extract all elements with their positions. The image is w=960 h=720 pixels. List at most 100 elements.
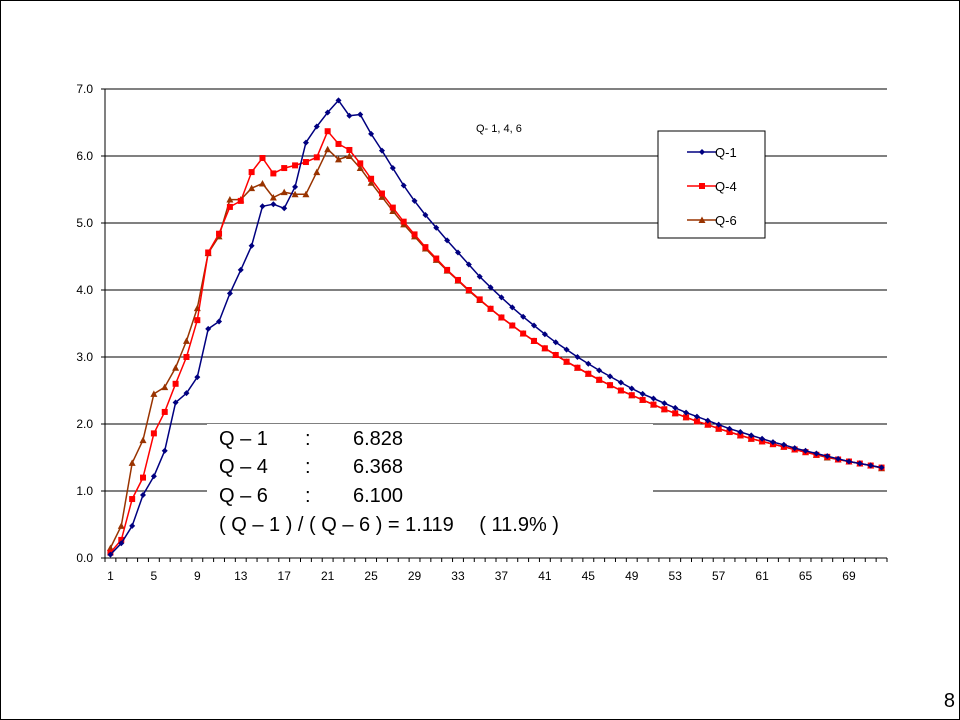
data-point [748,432,755,439]
stat-label: Q – 1 [219,428,268,450]
data-point [194,317,201,324]
data-point [541,331,548,338]
data-point [585,370,592,377]
y-tick-label: 5.0 [76,216,93,230]
data-point [400,218,407,225]
data-point [845,458,852,465]
x-tick-label: 9 [194,569,201,583]
data-point [715,421,722,428]
data-point [552,351,559,358]
data-point [411,197,418,204]
data-point [302,139,309,146]
data-point [302,159,309,166]
stat-colon: : [305,456,311,478]
data-point [389,207,397,214]
data-point [140,474,147,481]
data-point [520,330,527,337]
data-point [226,290,233,297]
data-point [422,211,429,218]
data-point [498,314,505,321]
data-point [531,322,538,329]
data-point [639,390,646,397]
data-point [368,130,375,137]
data-point [237,266,244,273]
data-point [292,162,299,169]
x-tick-label: 37 [495,569,509,583]
data-point [150,430,157,437]
legend-item: Q-6 [687,213,737,228]
data-point [737,429,744,436]
legend: Q-1 Q-4 Q-6 [657,130,766,239]
stat-label: Q – 6 [219,485,268,507]
data-point [324,109,331,116]
data-point [368,175,375,182]
data-point [313,168,321,176]
data-point [683,414,690,421]
data-point [661,406,668,413]
data-point [346,146,353,153]
data-point [704,417,711,424]
stat-value: 6.368 [353,456,404,478]
data-point [824,453,831,460]
x-tick-label: 49 [625,569,639,583]
x-tick-label: 41 [538,569,552,583]
data-point [444,237,451,244]
data-point [878,464,885,471]
stat-label: Q – 4 [219,456,268,478]
data-point [574,354,581,360]
x-tick-label: 65 [799,569,813,583]
legend-item: Q-4 [687,179,737,194]
data-point [161,383,169,391]
data-point [596,376,603,383]
data-point [693,418,700,425]
data-point [367,179,375,186]
data-point [140,492,147,499]
data-point [161,447,168,454]
data-point [672,404,679,411]
legend-box [657,130,766,239]
x-tick-label: 25 [364,569,378,583]
stat-value: 6.828 [353,428,404,450]
series-lines [106,97,886,558]
data-point [856,460,863,467]
data-point [281,165,288,172]
data-point [704,421,711,428]
data-point [389,165,396,172]
data-point [650,395,657,402]
data-point [617,387,624,394]
data-point [509,304,516,311]
data-point [313,154,320,161]
page-number: 8 [943,690,955,712]
x-tick-label: 17 [278,569,292,583]
data-point [346,112,353,119]
y-tick-label: 6.0 [76,149,93,163]
data-point [835,455,842,462]
data-point [422,244,429,251]
data-point [378,193,386,200]
data-point [672,410,679,417]
data-point [281,205,288,212]
data-point [780,441,787,448]
legend-marker [699,149,705,155]
y-tick-labels: 0.0 1.0 2.0 3.0 4.0 5.0 6.0 7.0 [76,82,93,565]
data-point [726,429,733,436]
y-tick-label: 7.0 [76,82,93,96]
data-point [454,249,461,256]
data-point [541,345,548,352]
data-point [487,284,494,291]
data-point [693,413,700,420]
data-point [607,373,614,380]
data-point [378,147,385,154]
x-tick-label: 33 [451,569,465,583]
data-point [650,401,657,408]
data-point [107,551,114,558]
data-point [726,425,733,432]
data-point [172,399,179,406]
data-point [216,318,223,325]
stats-annotation: Q – 1 : 6.828 Q – 4 : 6.368 Q – 6 : 6.10… [207,424,653,546]
data-point [291,190,299,198]
data-point [226,196,234,203]
data-point [302,190,310,198]
